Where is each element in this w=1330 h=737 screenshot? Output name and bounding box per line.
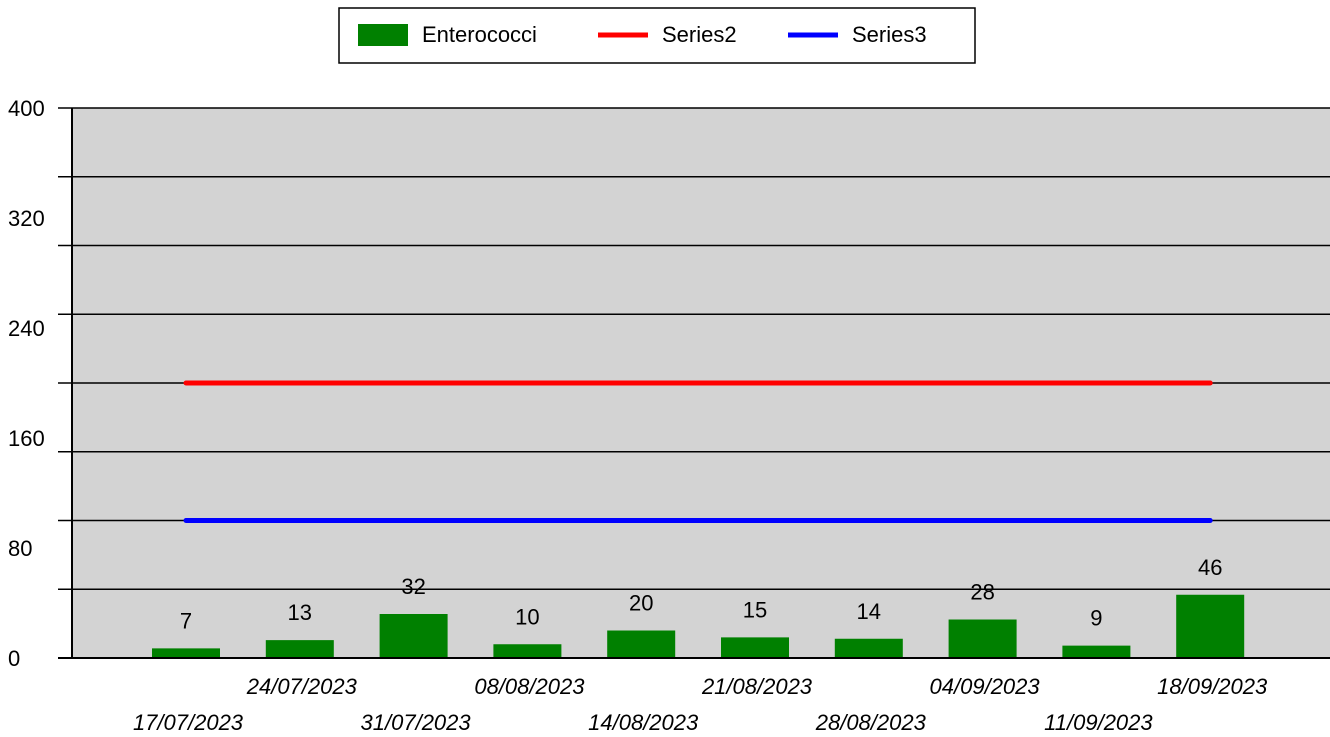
bar: [1176, 594, 1245, 658]
y-tick-label: 80: [8, 536, 32, 561]
bar: [607, 630, 676, 658]
data-label: 28: [970, 580, 994, 605]
data-label: 20: [629, 591, 653, 616]
data-label: 9: [1090, 606, 1102, 631]
x-tick-label: 08/08/2023: [474, 674, 585, 699]
legend-swatch: [358, 24, 408, 46]
data-label: 7: [180, 608, 192, 633]
x-tick-label: 28/08/2023: [815, 710, 927, 735]
y-tick-label: 320: [8, 206, 45, 231]
bar: [834, 638, 903, 658]
legend-label: Series2: [662, 22, 737, 47]
data-label: 14: [857, 599, 881, 624]
y-tick-label: 400: [8, 96, 45, 121]
bar: [948, 619, 1017, 658]
x-tick-label: 11/09/2023: [1044, 710, 1153, 735]
bar: [379, 614, 448, 658]
y-tick-label: 240: [8, 316, 45, 341]
x-tick-label: 31/07/2023: [361, 710, 472, 735]
labels: 7 13 32 10 20 15 14 28 9 46 0 80 160 240 320 400 17/07/2…: [8, 96, 1268, 735]
axes: [58, 108, 1330, 659]
bar: [1062, 645, 1131, 658]
line-series: [183, 380, 1213, 523]
y-tick-label: 0: [8, 646, 20, 671]
data-label: 10: [515, 604, 539, 629]
bar: [152, 648, 220, 658]
data-label: 15: [743, 597, 767, 622]
legend-label: Series3: [852, 22, 927, 47]
x-tick-label: 21/08/2023: [701, 674, 813, 699]
legend: Enterococci Series2 Series3: [338, 7, 976, 64]
bar: [721, 637, 789, 658]
bar: [265, 640, 334, 658]
bar: [493, 644, 562, 658]
data-label: 46: [1198, 555, 1222, 580]
x-tick-label: 17/07/2023: [133, 710, 244, 735]
y-tick-label: 160: [8, 426, 45, 451]
bar-series: [152, 594, 1245, 658]
x-tick-label: 14/08/2023: [588, 710, 699, 735]
legend-box: [338, 7, 976, 64]
data-label: 13: [288, 600, 312, 625]
x-tick-label: 04/09/2023: [930, 674, 1041, 699]
x-tick-label: 18/09/2023: [1157, 674, 1268, 699]
data-label: 32: [401, 574, 425, 599]
x-tick-label: 24/07/2023: [246, 674, 358, 699]
legend-label: Enterococci: [422, 22, 537, 47]
